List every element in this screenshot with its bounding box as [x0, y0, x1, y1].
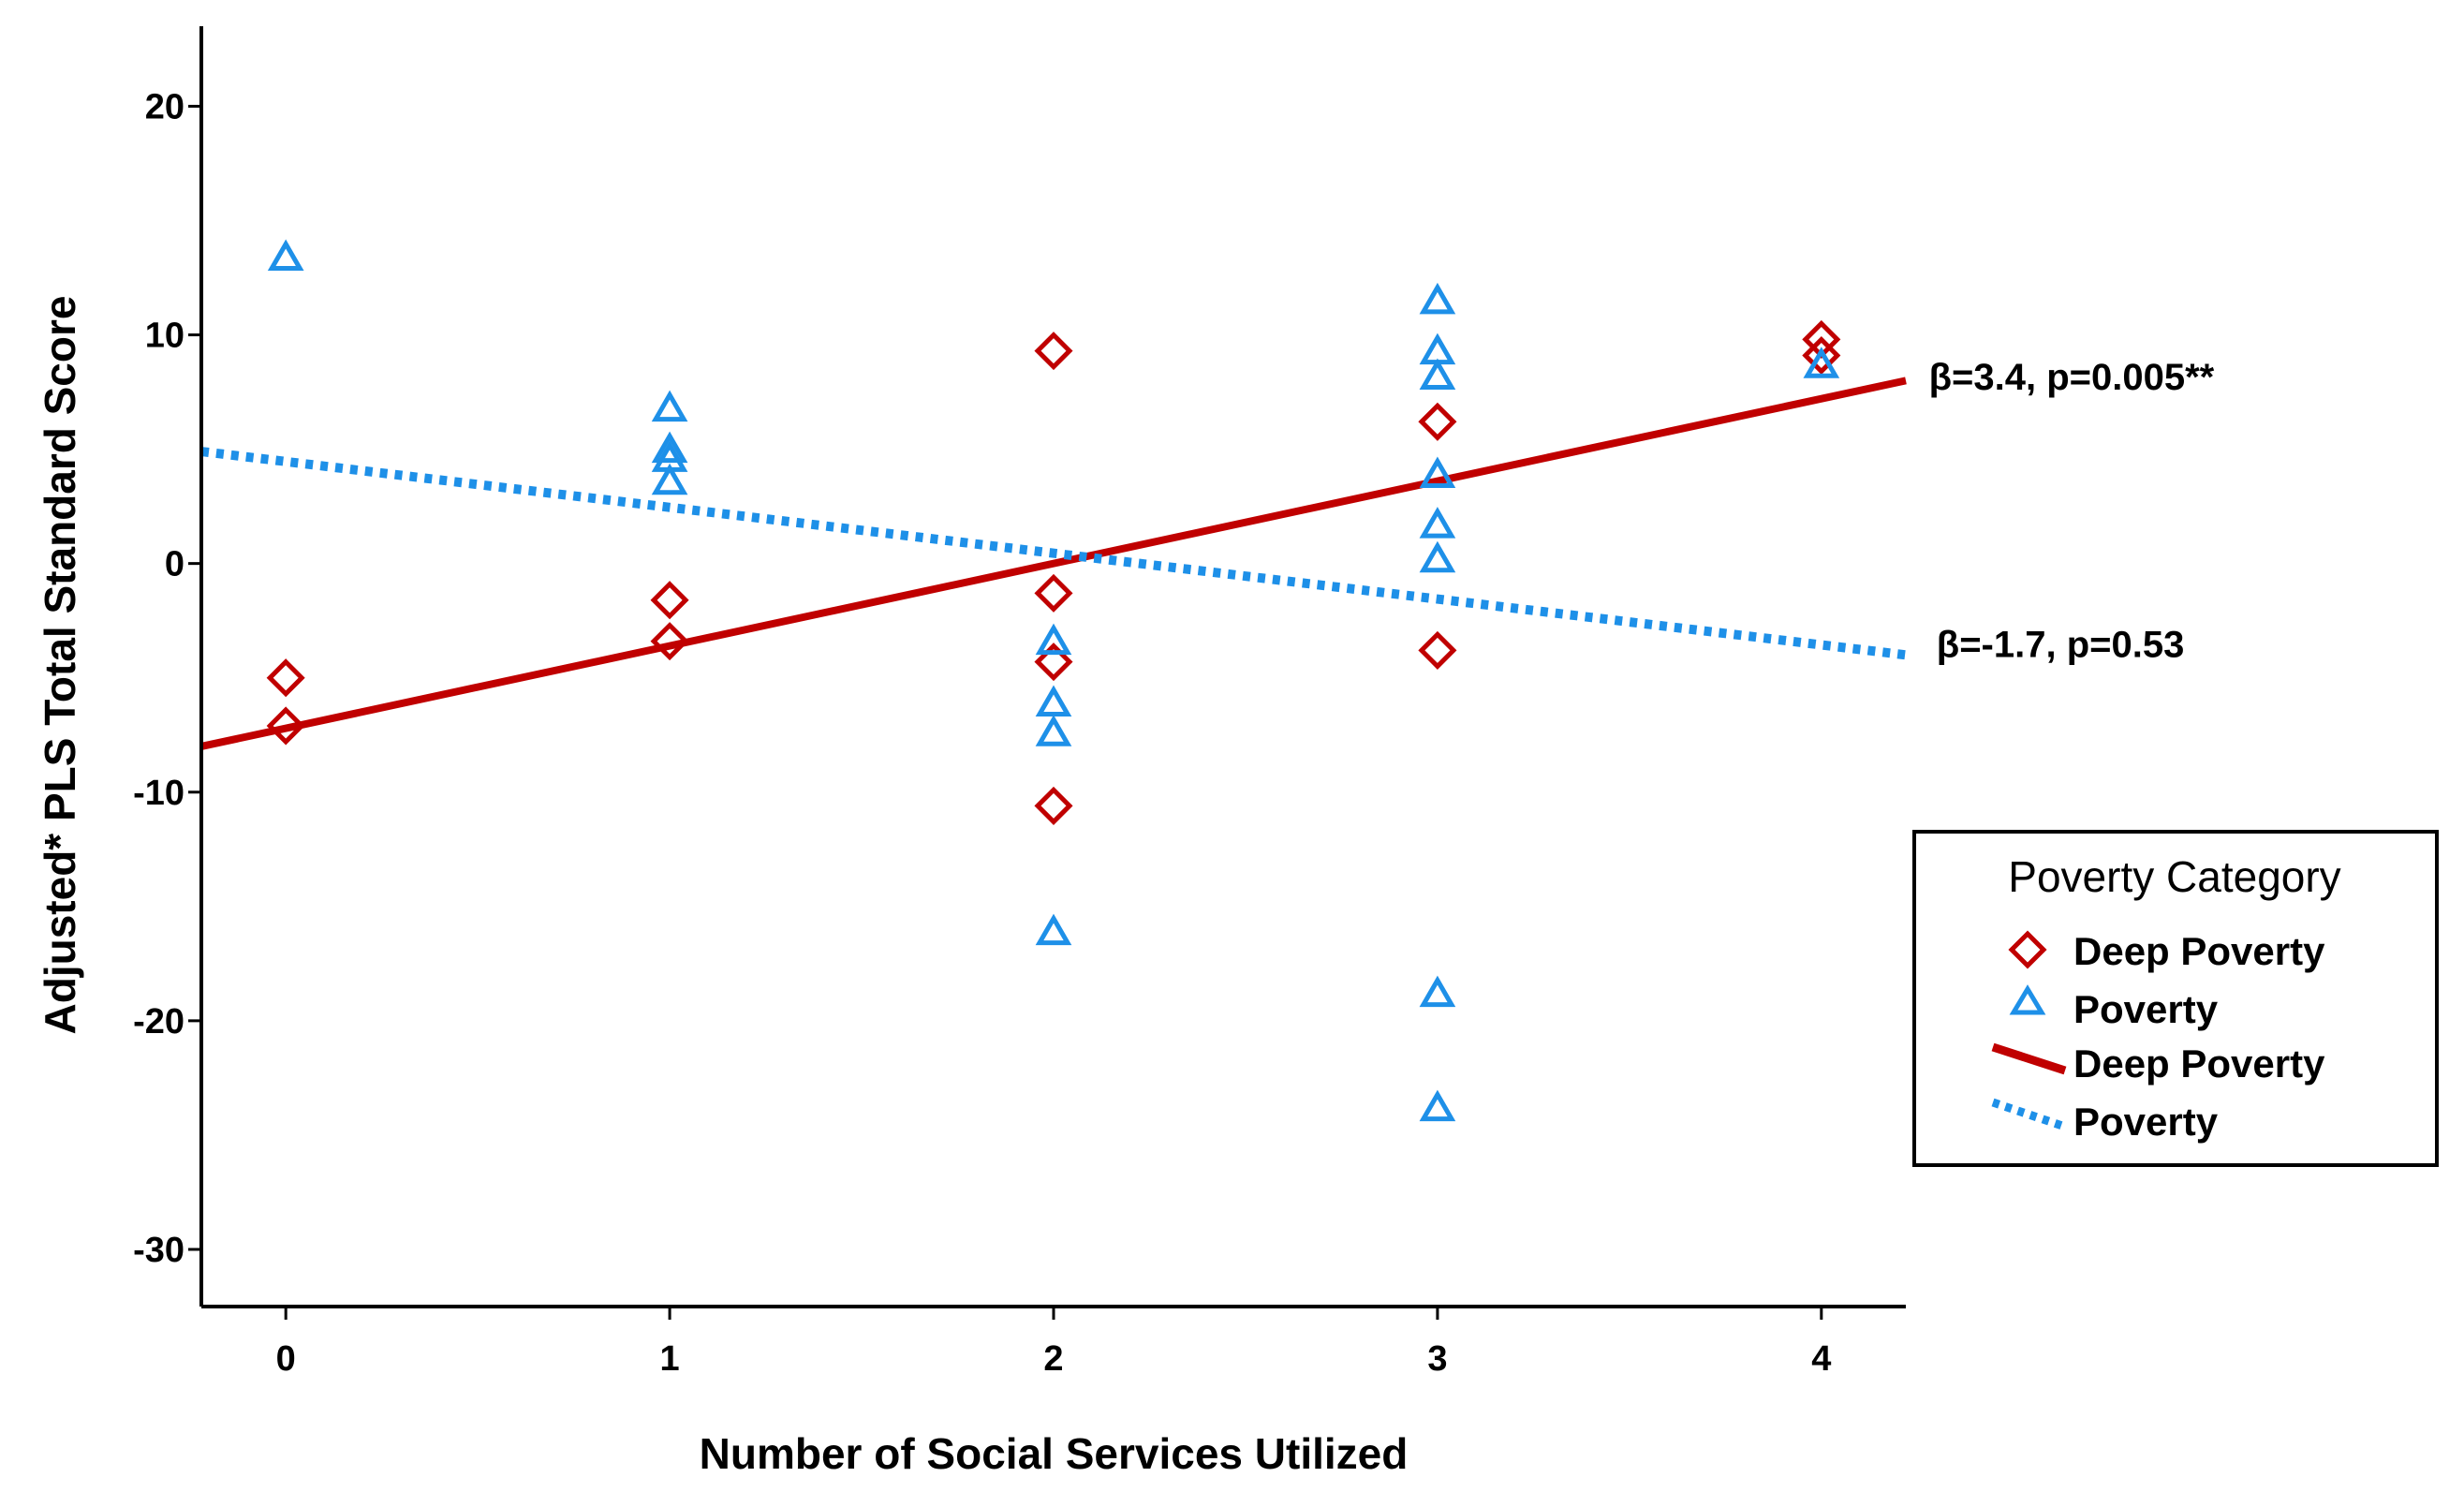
legend-item-deep-poverty-line: Deep Poverty — [1991, 1041, 2325, 1086]
deep-poverty-point — [1034, 573, 1073, 613]
poverty-point — [651, 463, 688, 495]
legend-label: Deep Poverty — [2073, 929, 2325, 973]
legend-item-poverty-points: Poverty — [2009, 984, 2219, 1031]
plot-area — [200, 239, 1907, 1122]
y-axis-title: Adjusted* PLS Total Standard Score — [36, 296, 84, 1035]
poverty-point — [1419, 1089, 1456, 1122]
x-tick-label: 0 — [276, 1339, 296, 1379]
diamond-marker-icon — [2008, 930, 2047, 969]
poverty-point — [1035, 623, 1072, 656]
y-tick-label: -10 — [133, 774, 184, 813]
x-tick-label: 4 — [1811, 1339, 1831, 1379]
deep-poverty-point — [1418, 630, 1457, 670]
solid-line-icon — [1991, 1042, 2067, 1075]
deep-poverty-point — [650, 622, 689, 661]
regression-annotation: β=3.4, p=0.005** — [1929, 357, 2215, 398]
poverty-point — [1803, 347, 1840, 378]
triangle-marker-icon — [2009, 984, 2046, 1015]
legend: Poverty Category Deep Poverty Poverty De… — [1912, 830, 2439, 1167]
poverty-point — [651, 390, 688, 422]
legend-label: Deep Poverty — [2073, 1041, 2325, 1086]
poverty-point — [1419, 282, 1456, 315]
poverty-point — [1419, 975, 1456, 1008]
deep-poverty-point — [1034, 786, 1073, 825]
x-tick-label: 3 — [1427, 1339, 1447, 1379]
legend-title: Poverty Category — [2008, 852, 2340, 901]
legend-item-deep-poverty-points: Deep Poverty — [2008, 929, 2325, 973]
deep-poverty-fit-line — [200, 377, 1907, 750]
poverty-point — [1035, 913, 1072, 946]
y-tick-label: 10 — [145, 317, 184, 356]
deep-poverty-point — [1034, 643, 1073, 682]
y-tick-label: -20 — [133, 1002, 184, 1041]
x-axis-title: Number of Social Services Utilized — [700, 1429, 1409, 1478]
deep-poverty-point — [650, 581, 689, 620]
poverty-point — [1035, 715, 1072, 746]
deep-poverty-point — [266, 658, 305, 698]
poverty-point — [1419, 507, 1456, 539]
poverty-point — [1419, 456, 1456, 488]
y-tick-label: -30 — [133, 1231, 184, 1270]
poverty-point — [1035, 685, 1072, 717]
regression-annotation: β=-1.7, p=0.53 — [1937, 625, 2185, 666]
deep-poverty-point — [266, 706, 305, 746]
poverty-fit-line — [200, 447, 1907, 660]
legend-label: Poverty — [2073, 987, 2219, 1031]
deep-poverty-point — [1418, 402, 1457, 441]
y-tick-label: 0 — [165, 545, 184, 584]
x-tick-label: 1 — [660, 1339, 680, 1379]
y-tick-label: 20 — [145, 87, 184, 126]
y-axis-ticks: -30 -20 -10 0 10 20 — [133, 87, 201, 1270]
poverty-point — [267, 239, 304, 272]
legend-label: Poverty — [2073, 1100, 2219, 1144]
x-axis-ticks: 0 1 2 3 4 — [276, 1307, 1831, 1379]
x-tick-label: 2 — [1043, 1339, 1063, 1379]
poverty-point — [651, 431, 688, 464]
poverty-point — [1419, 540, 1456, 573]
legend-item-poverty-line: Poverty — [1991, 1098, 2219, 1144]
annotations: β=3.4, p=0.005** β=-1.7, p=0.53 — [1929, 357, 2215, 666]
deep-poverty-point — [1034, 332, 1073, 371]
poverty-point — [1419, 358, 1456, 390]
deep-poverty-point — [1802, 335, 1841, 376]
legend-box — [1912, 830, 2439, 1167]
